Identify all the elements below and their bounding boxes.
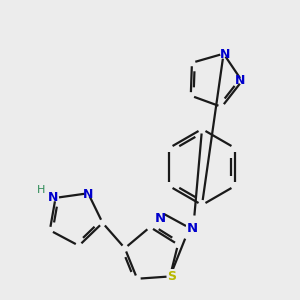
Text: N: N [235, 74, 245, 88]
Text: H: H [38, 185, 46, 195]
Text: S: S [167, 270, 176, 283]
Text: N: N [48, 191, 59, 204]
Text: N: N [154, 212, 166, 224]
Text: N: N [186, 221, 198, 235]
Text: S: S [167, 270, 176, 283]
Text: N: N [219, 48, 230, 61]
Text: N: N [186, 221, 198, 235]
Text: N: N [83, 188, 93, 201]
